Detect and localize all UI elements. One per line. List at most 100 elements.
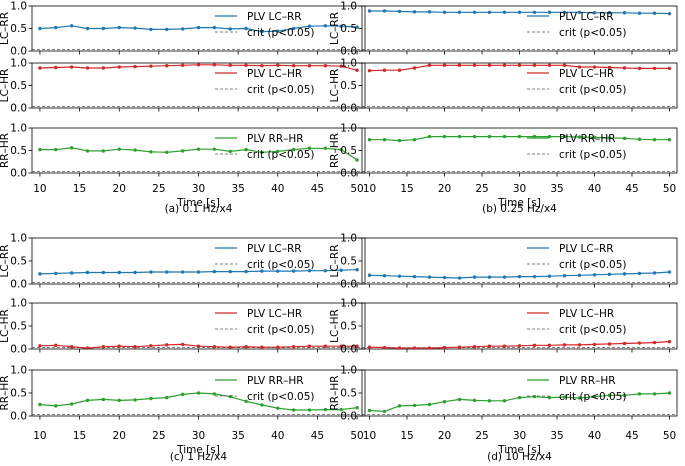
data-point <box>85 398 90 403</box>
data-point <box>472 10 477 14</box>
data-point <box>547 343 552 348</box>
legend-label: PLV LC–RR <box>559 11 614 23</box>
data-point <box>38 344 42 348</box>
y-tick-label: 0.0 <box>10 168 27 180</box>
data-point <box>577 65 582 69</box>
data-point <box>412 274 417 279</box>
y-axis-label: LC–RR <box>0 12 11 45</box>
legend-label-crit: crit (p<0.05) <box>247 84 315 96</box>
data-point <box>427 402 432 407</box>
data-point <box>367 9 372 13</box>
data-point <box>355 158 359 162</box>
data-point <box>487 275 492 279</box>
data-point <box>180 63 185 67</box>
data-point <box>291 408 296 412</box>
data-point <box>652 66 657 71</box>
y-axis-label: LC–HR <box>0 309 11 343</box>
data-point <box>339 24 343 28</box>
data-point <box>38 272 42 276</box>
legend-label-crit: crit (p<0.05) <box>559 259 627 271</box>
legend-label: PLV LC–HR <box>559 308 614 320</box>
data-point <box>472 63 477 67</box>
data-point <box>196 63 201 67</box>
data-point <box>622 11 627 15</box>
legend-label-crit: crit (p<0.05) <box>559 27 627 39</box>
data-point <box>196 147 201 151</box>
data-point <box>667 391 672 395</box>
data-point <box>517 274 522 279</box>
data-point <box>442 10 447 14</box>
legend-label: PLV RR–HR <box>559 133 616 145</box>
data-point <box>502 399 507 403</box>
data-point <box>244 26 248 31</box>
x-tick-label: 20 <box>113 430 126 442</box>
data-point <box>117 147 121 151</box>
panel-lc-rr: 0.0 0.5 1.0LC–RR PLV LC–RR crit (p<0.05) <box>329 1 678 58</box>
data-point <box>291 345 296 349</box>
x-tick-label: 20 <box>438 430 451 442</box>
data-point <box>339 268 343 272</box>
y-tick-label: 0.5 <box>340 23 357 35</box>
data-point <box>260 403 264 407</box>
x-tick-label: 30 <box>513 430 526 442</box>
axes-frame <box>361 127 678 174</box>
x-tick-label: 50 <box>663 430 676 442</box>
legend-label-crit: crit (p<0.05) <box>247 27 315 39</box>
data-point <box>54 343 58 348</box>
x-tick-label: 15 <box>400 430 413 442</box>
y-tick-label: 0.5 <box>340 256 357 268</box>
data-point <box>457 276 462 280</box>
legend-label-crit: crit (p<0.05) <box>247 324 315 336</box>
data-point <box>38 66 42 70</box>
y-axis-label: LC–RR <box>0 244 11 277</box>
data-point <box>133 148 137 152</box>
data-point <box>54 25 58 30</box>
data-point <box>667 66 672 71</box>
y-tick-label: 1.0 <box>340 365 357 377</box>
data-point <box>133 26 137 30</box>
data-point <box>607 272 612 277</box>
data-point <box>652 138 657 142</box>
data-point <box>54 404 58 408</box>
y-axis-label: LC–HR <box>329 309 341 343</box>
data-point <box>291 26 296 31</box>
data-point <box>577 396 582 400</box>
data-point <box>180 149 185 153</box>
x-tick-label: 30 <box>192 430 205 442</box>
subfigure-caption: (c) 1 Hz/x4 <box>170 451 227 463</box>
legend-label-crit: crit (p<0.05) <box>559 149 627 161</box>
data-point <box>382 138 387 142</box>
axes-frame <box>361 62 678 109</box>
y-tick-label: 0.0 <box>10 46 27 58</box>
data-point <box>69 345 74 349</box>
data-point <box>442 134 447 139</box>
data-point <box>180 27 185 31</box>
legend-label-crit: crit (p<0.05) <box>247 149 315 161</box>
legend-label-crit: crit (p<0.05) <box>559 84 627 96</box>
x-tick-label: 20 <box>113 183 126 195</box>
data-point <box>101 26 106 31</box>
data-point <box>517 10 522 14</box>
x-tick-label: 25 <box>475 430 488 442</box>
data-point <box>244 399 248 403</box>
data-point <box>212 147 217 151</box>
data-point <box>117 25 121 30</box>
data-point <box>101 397 106 402</box>
data-point <box>291 63 296 68</box>
legend-label-crit: crit (p<0.05) <box>247 391 315 403</box>
x-tick-label: 40 <box>588 183 601 195</box>
y-tick-label: 0.0 <box>340 344 357 356</box>
data-point <box>487 10 492 14</box>
data-point <box>412 66 417 70</box>
x-tick-label: 35 <box>231 183 244 195</box>
data-point <box>367 68 372 73</box>
data-point <box>622 341 627 346</box>
data-point <box>307 268 312 273</box>
data-point <box>502 134 507 139</box>
data-point <box>339 344 343 348</box>
